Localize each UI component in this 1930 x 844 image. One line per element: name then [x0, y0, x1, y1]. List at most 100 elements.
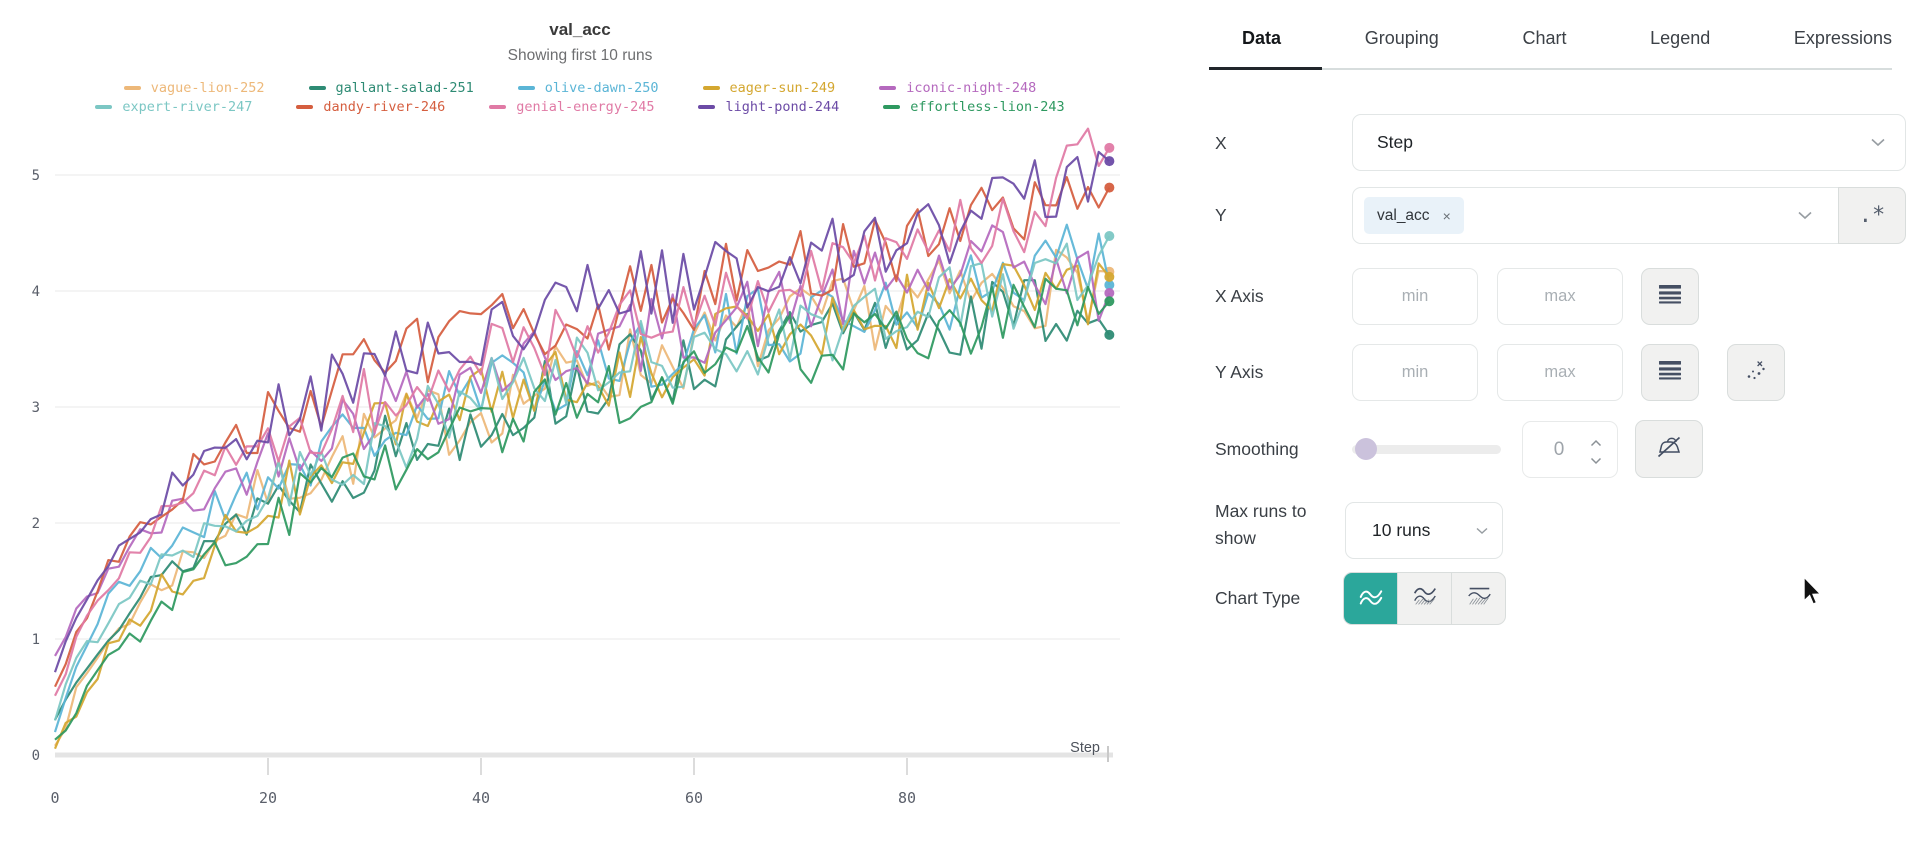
chart-title: val_acc — [549, 20, 611, 39]
smoothing-slider-thumb[interactable] — [1355, 438, 1377, 460]
show-original-button[interactable] — [1635, 420, 1703, 478]
tab-legend[interactable]: Legend — [1650, 27, 1711, 48]
panel-tabs: Data Grouping Chart Legend Expressions — [1242, 20, 1892, 56]
legend-swatch — [702, 86, 720, 90]
legend-item: eager-sun-249 — [702, 80, 836, 96]
legend-swatch — [489, 105, 507, 109]
x-axis-max-input[interactable] — [1497, 268, 1623, 325]
x-tick-label: 40 — [472, 789, 490, 807]
y-tick-label: 4 — [32, 284, 40, 300]
run-endpoint-dandy-river-246 — [1104, 182, 1115, 193]
y-select[interactable]: val_acc × — [1352, 187, 1839, 244]
x-select[interactable]: Step — [1352, 114, 1906, 171]
run-endpoint-light-pond-244 — [1104, 156, 1115, 167]
x-tick-label: 60 — [685, 789, 703, 807]
legend-swatch — [296, 105, 314, 109]
stepper-up-icon[interactable] — [1590, 434, 1604, 452]
legend-swatch — [883, 105, 901, 109]
y-tick-label: 1 — [32, 632, 40, 648]
legend-row: vague-lion-252 gallant-salad-251 olive-daw… — [123, 80, 1036, 96]
chevron-down-icon — [1476, 522, 1488, 540]
active-tab-underline — [1209, 67, 1322, 70]
legend-item: effortless-lion-243 — [883, 99, 1065, 115]
run-line-gallant-salad-251 — [54, 279, 1111, 721]
x-tick-label: 80 — [898, 789, 916, 807]
y-metric-tag: val_acc × — [1364, 197, 1464, 234]
legend-item: gallant-salad-251 — [308, 80, 474, 96]
smoothing-stepper[interactable] — [1590, 434, 1604, 466]
y-axis-min-input[interactable] — [1352, 344, 1478, 401]
remove-tag-icon[interactable]: × — [1442, 207, 1451, 224]
x-select-value: Step — [1377, 132, 1413, 152]
smoothing-label: Smoothing — [1215, 439, 1299, 459]
tab-grouping[interactable]: Grouping — [1364, 27, 1439, 48]
legend-item: olive-dawn-250 — [517, 80, 659, 96]
ignore-outliers-button[interactable] — [1727, 344, 1785, 401]
legend-item: vague-lion-252 — [123, 80, 265, 96]
y-tick-label: 3 — [32, 400, 40, 416]
smoothing-value-input[interactable] — [1522, 421, 1618, 478]
legend-swatch — [698, 105, 716, 109]
max-runs-select[interactable]: 10 runs — [1345, 502, 1503, 559]
log-scale-icon — [1658, 284, 1682, 310]
y-axis-log-scale-button[interactable] — [1641, 344, 1699, 401]
stepper-down-icon[interactable] — [1590, 452, 1604, 470]
legend-run-name: light-pond-244 — [725, 99, 840, 115]
regex-filter-button[interactable]: .* — [1838, 187, 1906, 244]
area-chart-icon — [1411, 584, 1439, 613]
tab-data[interactable]: Data — [1242, 27, 1282, 48]
y-metric-tag-label: val_acc — [1377, 206, 1430, 224]
max-runs-label: Max runs to show — [1215, 501, 1307, 548]
y-field-label: Y — [1215, 205, 1227, 225]
run-line-iconic-night-248 — [54, 224, 1111, 657]
legend-run-name: eager-sun-249 — [729, 80, 836, 96]
legend-run-name: effortless-lion-243 — [910, 99, 1065, 115]
chart-subtitle: Showing first 10 runs — [507, 47, 653, 64]
mouse-cursor — [1803, 575, 1825, 612]
run-endpoint-expert-river-247 — [1104, 231, 1115, 242]
tab-expressions[interactable]: Expressions — [1793, 27, 1892, 48]
legend-item: expert-river-247 — [95, 99, 252, 115]
legend-swatch — [95, 105, 113, 109]
max-runs-value: 10 runs — [1372, 520, 1431, 540]
log-scale-icon — [1658, 360, 1682, 386]
run-line-effortless-lion-243 — [54, 277, 1111, 741]
legend-run-name: genial-energy-245 — [516, 99, 655, 115]
legend-item: iconic-night-248 — [879, 80, 1036, 96]
legend-run-name: expert-river-247 — [122, 99, 253, 115]
legend-run-name: dandy-river-246 — [323, 99, 446, 115]
legend-run-name: olive-dawn-250 — [544, 80, 659, 96]
smoothing-slider-track[interactable] — [1352, 445, 1501, 454]
x-axis-title: Step — [1070, 740, 1100, 756]
legend-run-name: gallant-salad-251 — [335, 80, 474, 96]
x-axis-log-scale-button[interactable] — [1641, 268, 1699, 325]
run-endpoint-genial-energy-245 — [1104, 142, 1115, 153]
x-axis-min-input[interactable] — [1352, 268, 1478, 325]
legend-item: light-pond-244 — [698, 99, 839, 115]
y-tick-label: 5 — [32, 168, 40, 184]
chart-type-line-button[interactable] — [1344, 573, 1398, 624]
run-line-light-pond-244 — [53, 150, 1111, 673]
run-line-expert-river-247 — [53, 235, 1111, 721]
chart-type-label: Chart Type — [1215, 588, 1301, 608]
x-field-label: X — [1215, 133, 1227, 153]
x-axis-label: X Axis — [1215, 286, 1264, 306]
chart-type-segmented-control — [1343, 572, 1506, 625]
run-line-olive-dawn-250 — [53, 223, 1111, 733]
y-axis-label: Y Axis — [1215, 362, 1264, 382]
y-axis-max-input[interactable] — [1497, 344, 1623, 401]
tab-chart[interactable]: Chart — [1522, 27, 1567, 48]
chart-type-minmax-button[interactable] — [1452, 573, 1505, 624]
run-endpoint-iconic-night-248 — [1104, 287, 1115, 298]
legend-item: genial-energy-245 — [489, 99, 654, 115]
run-line-dandy-river-246 — [54, 176, 1111, 688]
tab-underline — [1209, 68, 1892, 70]
minmax-chart-icon — [1465, 584, 1493, 613]
val-acc-plot[interactable]: 0 1 2 3 4 5 0 20 40 60 80 Step — [0, 0, 1160, 844]
chart-type-area-button[interactable] — [1398, 573, 1452, 624]
legend-swatch — [123, 86, 141, 90]
y-tick-label: 0 — [32, 748, 40, 764]
legend-swatch — [879, 86, 897, 90]
run-endpoint-gallant-salad-251 — [1104, 329, 1115, 340]
